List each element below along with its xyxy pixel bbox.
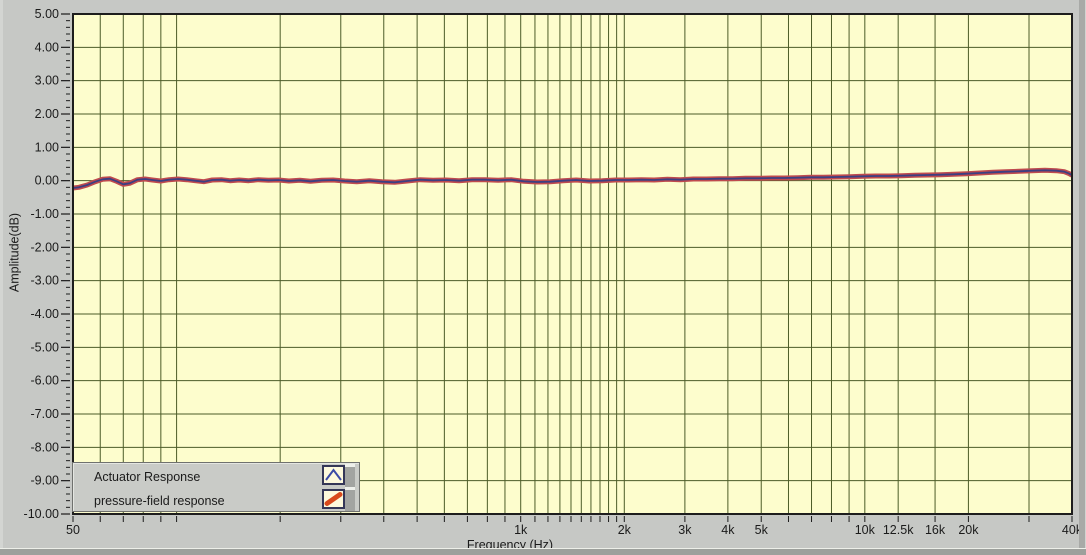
- x-tick-label: 5k: [755, 523, 769, 537]
- y-tick-label: -9.00: [31, 474, 60, 488]
- series-actuator-response: [73, 169, 1072, 189]
- chevron-line-style-icon[interactable]: [322, 465, 345, 485]
- y-tick-label: -5.00: [31, 340, 60, 354]
- legend-item-pressure-field-response[interactable]: pressure-field response: [73, 490, 225, 512]
- y-axis-title: Amplitude(dB): [7, 212, 22, 293]
- x-tick-label: 2k: [618, 523, 632, 537]
- y-tick-label: 5.00: [35, 7, 59, 21]
- thick-stroke-line-style-icon[interactable]: [322, 489, 345, 509]
- y-tick-label: -4.00: [31, 307, 60, 321]
- legend-label-pressure-field-response: pressure-field response: [94, 494, 225, 508]
- legend-icon-highlight: [345, 487, 355, 490]
- x-tick-label: 3k: [678, 523, 692, 537]
- plot-border: [72, 13, 1073, 515]
- y-tick-label: 2.00: [35, 107, 59, 121]
- x-tick-label: 16k: [925, 523, 946, 537]
- x-tick-label: 40k: [1062, 523, 1083, 537]
- x-tick-label: 50: [66, 523, 80, 537]
- y-tick-label: -6.00: [31, 374, 60, 388]
- y-tick-label: 1.00: [35, 140, 59, 154]
- x-tick-label: 20k: [958, 523, 979, 537]
- legend-icon-highlight: [345, 464, 355, 467]
- y-tick-label: 3.00: [35, 74, 59, 88]
- y-tick-label: -1.00: [31, 207, 60, 221]
- legend: Actuator Response pressure-field respons…: [72, 462, 360, 512]
- plot-area: [73, 14, 1072, 514]
- legend-item-actuator-response[interactable]: Actuator Response: [73, 466, 200, 488]
- window-bottom-edge: [0, 548, 1086, 555]
- y-tick-label: -8.00: [31, 440, 60, 454]
- y-tick-label: -3.00: [31, 274, 60, 288]
- x-tick-label: 1k: [514, 523, 528, 537]
- y-tick-label: -7.00: [31, 407, 60, 421]
- legend-label-actuator-response: Actuator Response: [94, 470, 201, 484]
- y-tick-label: 4.00: [35, 40, 59, 54]
- x-tick-label: 10k: [855, 523, 876, 537]
- y-tick-label: 0.00: [35, 174, 59, 188]
- x-tick-label: 12.5k: [883, 523, 914, 537]
- window-left-edge: [0, 0, 3, 548]
- x-tick-label: 4k: [721, 523, 735, 537]
- y-tick-label: -2.00: [31, 240, 60, 254]
- y-tick-label: -10.00: [24, 507, 59, 521]
- window-right-edge: [1079, 0, 1085, 548]
